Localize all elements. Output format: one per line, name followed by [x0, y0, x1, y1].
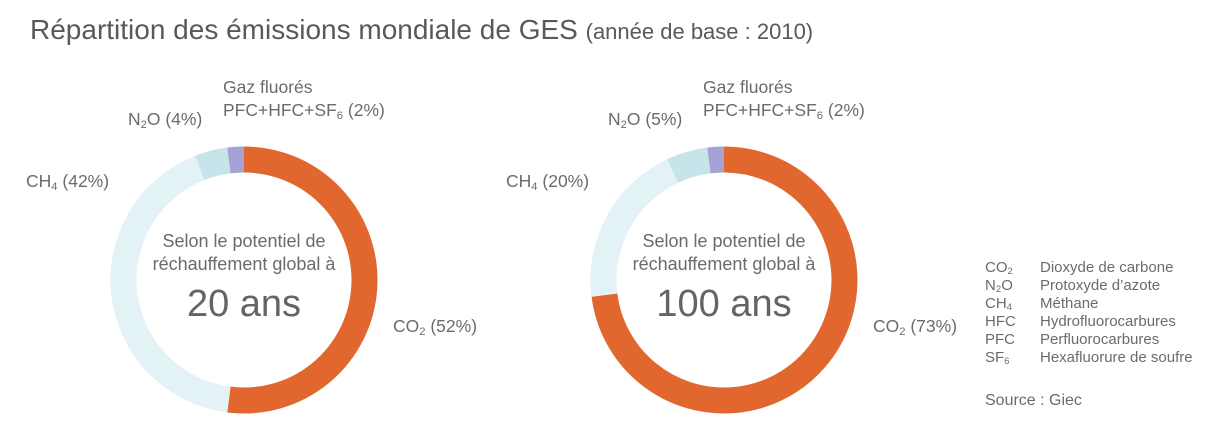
label-gaz-fluores-value: PFC+HFC+SF6 (2%) — [703, 100, 865, 122]
donut-segment-ch4 — [110, 155, 231, 413]
legend-symbol: N2O — [985, 277, 1013, 296]
legend-name: Hexafluorure de soufre — [1040, 349, 1193, 366]
legend-row-pfc: PFC Perfluorocarbures — [985, 331, 1193, 349]
legend-name: Perfluorocarbures — [1040, 331, 1160, 348]
legend-name: Hydrofluorocarbures — [1040, 313, 1176, 330]
legend-row-hfc: HFC Hydrofluorocarbures — [985, 313, 1193, 331]
label-gaz-fluores: Gaz fluorés PFC+HFC+SF6 (2%) — [703, 76, 865, 122]
donut-segment-co2 — [591, 146, 858, 414]
center-text-line1: Selon le potentiel de — [162, 231, 326, 251]
donut-chart-20-ans: Gaz fluorés PFC+HFC+SF6 (2%) N2O (4%) CH… — [4, 70, 484, 430]
legend-name: Dioxyde de carbone — [1040, 259, 1174, 276]
legend-row-sf6: SF6 Hexafluorure de soufre — [985, 349, 1193, 367]
label-gaz-fluores-heading: Gaz fluorés — [703, 77, 793, 97]
label-ch4: CH4 (20%) — [506, 171, 590, 193]
donut-center-text: Selon le potentiel de réchauffement glob… — [124, 230, 364, 324]
page-title-suffix: (année de base : 2010) — [585, 19, 814, 44]
center-value: 20 ans — [186, 283, 302, 325]
legend-symbol: PFC — [985, 331, 1015, 348]
center-value: 100 ans — [656, 283, 792, 325]
label-gaz-fluores: Gaz fluorés PFC+HFC+SF6 (2%) — [223, 76, 385, 122]
donut-center-text: Selon le potentiel de réchauffement glob… — [604, 230, 844, 324]
legend-symbol: CO2 — [985, 259, 1013, 278]
label-gaz-fluores-value: PFC+HFC+SF6 (2%) — [223, 100, 385, 122]
center-text-line1: Selon le potentiel de — [642, 231, 806, 251]
legend-symbol: HFC — [985, 313, 1016, 330]
legend-symbol: SF6 — [985, 349, 1010, 368]
center-text-line2: réchauffement global à — [152, 254, 336, 274]
donut-segment-n2o — [667, 147, 711, 183]
center-text-line2: réchauffement global à — [632, 254, 816, 274]
page-title: Répartition des émissions mondiale de GE… — [30, 14, 813, 46]
donut-segment-ch4 — [590, 159, 679, 297]
source-note: Source : Giec — [985, 392, 1082, 409]
donut-segment-co2 — [227, 146, 378, 414]
donut-segment-n2o — [194, 147, 231, 181]
label-n2o: N2O (5%) — [608, 109, 683, 131]
legend-name: Protoxyde d’azote — [1040, 277, 1161, 294]
donut-ring-20-ans — [110, 146, 378, 414]
legend-name: Méthane — [1040, 295, 1099, 312]
donut-segment-fgas — [707, 146, 725, 174]
label-ch4: CH4 (42%) — [26, 171, 110, 193]
label-n2o: N2O (4%) — [128, 109, 203, 131]
gas-legend: CO2 Dioxyde de carbone N2O Protoxyde d’azo… — [985, 259, 1193, 367]
donut-segment-fgas — [227, 146, 245, 174]
legend-row-co2: CO2 Dioxyde de carbone — [985, 259, 1193, 277]
label-gaz-fluores-heading: Gaz fluorés — [223, 77, 313, 97]
legend-symbol: CH4 — [985, 295, 1013, 314]
donut-chart-100-ans: Gaz fluorés PFC+HFC+SF6 (2%) N2O (5%) CH… — [484, 70, 964, 430]
page-title-main: Répartition des émissions mondiale de GE… — [30, 14, 578, 45]
legend-row-n2o: N2O Protoxyde d’azote — [985, 277, 1193, 295]
label-co2: CO2 (52%) — [393, 316, 478, 338]
donut-ring-100-ans — [590, 146, 858, 414]
legend-row-ch4: CH4 Méthane — [985, 295, 1193, 313]
label-co2: CO2 (73%) — [873, 316, 958, 338]
